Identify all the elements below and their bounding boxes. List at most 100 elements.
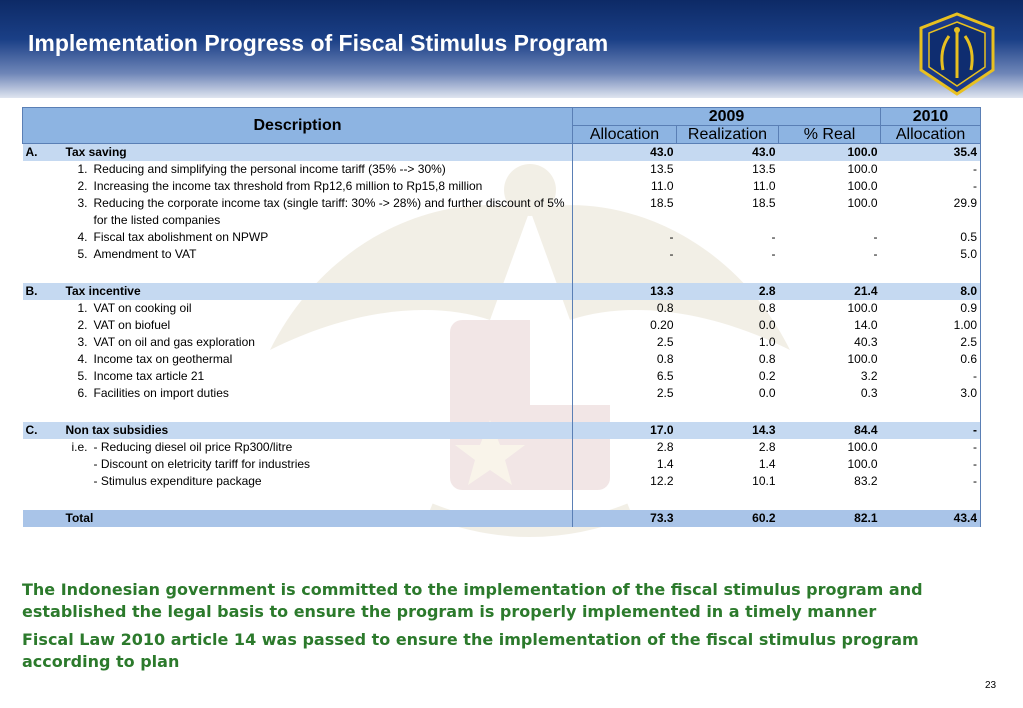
cell-allocation-2010: 0.9 [880, 300, 982, 317]
cell-pct-real: 82.1 [778, 510, 881, 527]
year-2010-header: 2010 [880, 107, 982, 126]
item-index: 2. [77, 318, 88, 332]
item-description: Income tax article 21 [90, 368, 573, 385]
section-row: B. Tax incentive 13.3 2.8 21.4 8.0 [22, 283, 982, 300]
cell-allocation: 12.2 [650, 474, 674, 488]
item-description: Reducing and simplifying the personal in… [90, 161, 573, 178]
table-row: 4. Income tax on geothermal 0.8 0.8 100.… [23, 351, 982, 368]
item-index: 1. [77, 301, 88, 315]
table-row: - Stimulus expenditure package 12.2 10.1… [23, 473, 982, 490]
table-row: 2. VAT on biofuel 0.20 0.0 14.0 1.00 [23, 317, 982, 334]
cell-realization: 0.0 [758, 318, 776, 332]
item-description: Facilities on import duties [90, 385, 573, 402]
cell-allocation-2010: - [880, 178, 982, 195]
total-label: Total [62, 510, 573, 527]
cell-allocation: 13.5 [650, 162, 674, 176]
table-row: 5. Income tax article 21 6.5 0.2 3.2 - [23, 368, 982, 385]
item-index: 5. [77, 369, 88, 383]
item-description: VAT on cooking oil [90, 300, 573, 317]
page-number: 23 [985, 680, 997, 691]
cell-allocation-2010: 2.5 [880, 334, 982, 351]
item-description: Fiscal tax abolishment on NPWP [90, 229, 573, 246]
cell-realization: 0.8 [758, 301, 776, 315]
spacer-row [22, 490, 982, 510]
cell-realization: - [771, 230, 776, 244]
year-2009-header: 2009 [571, 107, 882, 126]
realization-header: Realization [676, 125, 779, 144]
cell-realization: 13.5 [752, 162, 776, 176]
item-index: 4. [77, 352, 88, 366]
cell-realization: 60.2 [676, 510, 779, 527]
item-description: Increasing the income tax threshold from… [90, 178, 573, 195]
description-header: Description [22, 107, 573, 144]
table-row: i.e. - Reducing diesel oil price Rp300/l… [23, 439, 982, 456]
table-row: 1. Reducing and simplifying the personal… [23, 161, 982, 178]
cell-pct-real: 100.0 [847, 301, 878, 315]
cell-pct-real: 0.3 [860, 386, 878, 400]
item-description: - Stimulus expenditure package [90, 473, 573, 490]
cell-realization: 2.8 [758, 440, 776, 454]
table-row: 4. Fiscal tax abolishment on NPWP - - - … [23, 229, 982, 246]
table-row: 6. Facilities on import duties 2.5 0.0 0… [23, 385, 982, 402]
table-row: 3. Reducing the corporate income tax (si… [23, 195, 982, 229]
cell-allocation-2010: 1.00 [880, 317, 982, 334]
section-name: Tax saving [62, 143, 573, 161]
cell-allocation-2010: 5.0 [880, 246, 982, 263]
cell-allocation-2010: 8.0 [880, 283, 982, 300]
cell-allocation: 11.0 [651, 179, 674, 193]
cell-realization: - [771, 247, 776, 261]
item-description: - Discount on eletricity tariff for indu… [90, 456, 573, 473]
cell-pct-real: 100.0 [847, 440, 878, 454]
cell-allocation-2010: 0.6 [880, 351, 982, 368]
cell-realization: 0.2 [758, 369, 776, 383]
cell-allocation-2010: - [880, 473, 982, 490]
item-description: - Reducing diesel oil price Rp300/litre [90, 439, 573, 456]
cell-allocation: 2.5 [656, 386, 674, 400]
cell-pct-real: 100.0 [847, 352, 878, 366]
cell-pct-real: 40.3 [854, 335, 878, 349]
item-index [63, 473, 91, 490]
item-index: 1. [77, 162, 88, 176]
cell-allocation: 0.8 [656, 352, 674, 366]
cell-realization: 1.4 [758, 457, 776, 471]
cell-allocation-2010: 0.5 [880, 229, 982, 246]
table-row: 5. Amendment to VAT - - - 5.0 [23, 246, 982, 263]
cell-allocation-2010: - [880, 422, 982, 439]
section-name: Tax incentive [62, 283, 573, 300]
cell-allocation: 2.5 [656, 335, 674, 349]
cell-allocation: 2.8 [656, 440, 674, 454]
section-letter: C. [22, 422, 63, 439]
allocation-header: Allocation [572, 125, 677, 144]
section-letter: B. [22, 283, 63, 300]
slide-title: Implementation Progress of Fiscal Stimul… [28, 30, 609, 56]
cell-pct-real: 100.0 [847, 162, 878, 176]
fiscal-stimulus-table: Description 2009 2010 Allocation Realiza… [22, 107, 982, 527]
item-description: Reducing the corporate income tax (singl… [90, 195, 573, 229]
item-index: 3. [77, 196, 88, 210]
cell-allocation: 0.20 [650, 318, 674, 332]
slide-header [0, 0, 1023, 98]
cell-allocation: 13.3 [572, 283, 677, 300]
item-index: 4. [77, 230, 88, 244]
cell-pct-real: 21.4 [778, 283, 881, 300]
item-index [63, 456, 91, 473]
cell-pct-real: 100.0 [847, 196, 878, 210]
cell-allocation-2010: - [880, 161, 982, 178]
cell-allocation: - [669, 247, 674, 261]
cell-allocation-2010: 35.4 [880, 143, 982, 161]
cell-allocation: 73.3 [572, 510, 677, 527]
section-row: A. Tax saving 43.0 43.0 100.0 35.4 [22, 143, 982, 161]
cell-pct-real: 100.0 [847, 179, 878, 193]
cell-pct-real: 84.4 [778, 422, 881, 439]
cell-realization: 10.1 [752, 474, 776, 488]
cell-allocation-2010: 29.9 [880, 195, 982, 229]
cell-pct-real: 100.0 [847, 457, 878, 471]
cell-allocation-2010: - [880, 456, 982, 473]
cell-allocation-2010: 3.0 [880, 385, 982, 402]
item-index: 3. [77, 335, 88, 349]
section-name: Non tax subsidies [62, 422, 573, 439]
cell-allocation: 6.5 [656, 369, 674, 383]
table-row: 2. Increasing the income tax threshold f… [23, 178, 982, 195]
table-row: - Discount on eletricity tariff for indu… [23, 456, 982, 473]
footer-statement-2: Fiscal Law 2010 article 14 was passed to… [22, 630, 919, 671]
